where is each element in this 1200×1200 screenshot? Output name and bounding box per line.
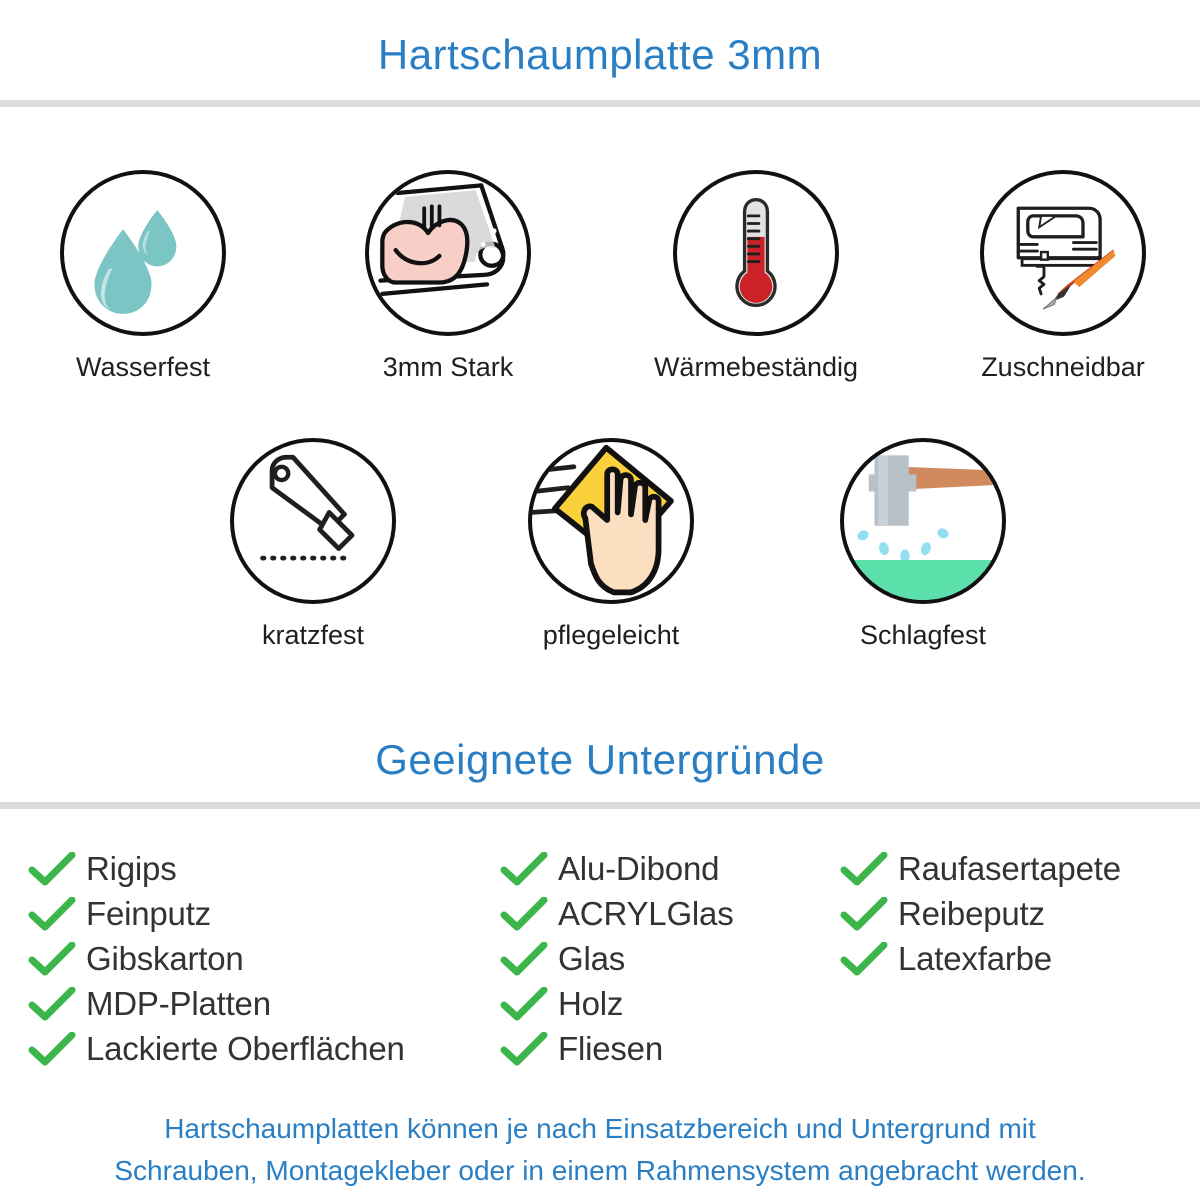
- green-checkmark-icon: [500, 852, 548, 886]
- list-item: Reibeputz: [840, 893, 1121, 935]
- substrate-label: Alu-Dibond: [558, 850, 720, 887]
- feature-label: Wärmebeständig: [653, 352, 859, 382]
- list-item: Lackierte Oberflächen: [28, 1028, 405, 1070]
- feature-icon-circle: [980, 170, 1146, 336]
- divider-top: [0, 100, 1200, 107]
- substrate-label: Feinputz: [86, 895, 211, 932]
- water-drops-icon: [64, 174, 222, 332]
- cutter-knife-scratch-icon: [234, 442, 392, 600]
- hand-cleaning-cloth-icon: [532, 442, 690, 600]
- divider-mid: [0, 802, 1200, 809]
- substrate-column-2: Alu-Dibond ACRYLGlas Glas Holz Fliesen: [500, 848, 734, 1070]
- green-checkmark-icon: [500, 942, 548, 976]
- list-item: Rigips: [28, 848, 405, 890]
- footer-note: Hartschaumplatten können je nach Einsatz…: [0, 1108, 1200, 1192]
- feature-label: pflegeleicht: [542, 620, 680, 650]
- green-checkmark-icon: [500, 1032, 548, 1066]
- feature-zuschneidbar: Zuschneidbar: [948, 170, 1178, 383]
- green-checkmark-icon: [28, 1032, 76, 1066]
- substrate-label: Reibeputz: [898, 895, 1045, 932]
- substrate-label: Gibskarton: [86, 940, 244, 977]
- green-checkmark-icon: [28, 942, 76, 976]
- thermometer-icon: [677, 174, 835, 332]
- green-checkmark-icon: [28, 897, 76, 931]
- list-item: Alu-Dibond: [500, 848, 734, 890]
- substrate-label: Raufasertapete: [898, 850, 1121, 887]
- feature-label: Wasserfest: [75, 352, 211, 382]
- page-title: Hartschaumplatte 3mm: [377, 31, 823, 78]
- feature-label: kratzfest: [261, 620, 365, 650]
- green-checkmark-icon: [500, 987, 548, 1021]
- substrate-label: ACRYLGlas: [558, 895, 734, 932]
- substrate-label: MDP-Platten: [86, 985, 271, 1022]
- green-checkmark-icon: [500, 897, 548, 931]
- feature-pflegeleicht: pflegeleicht: [496, 438, 726, 651]
- feature-icon-circle: [673, 170, 839, 336]
- substrate-label: Glas: [558, 940, 626, 977]
- list-item: Latexfarbe: [840, 938, 1121, 980]
- feature-icon-circle: [365, 170, 531, 336]
- feature-waermebestaendig: Wärmebeständig: [641, 170, 871, 383]
- green-checkmark-icon: [840, 897, 888, 931]
- footer-note-line1: Hartschaumplatten können je nach Einsatz…: [164, 1113, 1036, 1144]
- feature-icon-circle: [60, 170, 226, 336]
- green-checkmark-icon: [28, 987, 76, 1021]
- substrate-label: Latexfarbe: [898, 940, 1052, 977]
- feature-label: Schlagfest: [859, 620, 987, 650]
- feature-kratzfest: kratzfest: [198, 438, 428, 651]
- footer-note-line2: Schrauben, Montagekleber oder in einem R…: [114, 1155, 1086, 1186]
- list-item: Feinputz: [28, 893, 405, 935]
- feature-icon-circle: [528, 438, 694, 604]
- list-item: Fliesen: [500, 1028, 734, 1070]
- substrate-label: Rigips: [86, 850, 177, 887]
- feature-icon-circle: [840, 438, 1006, 604]
- substrate-label: Holz: [558, 985, 624, 1022]
- list-item: Holz: [500, 983, 734, 1025]
- hammer-impact-icon: [844, 442, 1002, 600]
- list-item: ACRYLGlas: [500, 893, 734, 935]
- green-checkmark-icon: [840, 852, 888, 886]
- feature-schlagfest: Schlagfest: [808, 438, 1038, 651]
- jigsaw-cutter-icon: [984, 174, 1142, 332]
- substrate-label: Fliesen: [558, 1030, 663, 1067]
- substrate-column-3: Raufasertapete Reibeputz Latexfarbe: [840, 848, 1121, 980]
- feature-label: Zuschneidbar: [981, 352, 1145, 382]
- feature-wasserfest: Wasserfest: [28, 170, 258, 383]
- list-item: Raufasertapete: [840, 848, 1121, 890]
- list-item: Gibskarton: [28, 938, 405, 980]
- section-title-substrates: Geeignete Untergründe: [375, 736, 825, 783]
- list-item: MDP-Platten: [28, 983, 405, 1025]
- substrate-label: Lackierte Oberflächen: [86, 1030, 405, 1067]
- green-checkmark-icon: [840, 942, 888, 976]
- feature-3mm-stark: 3mm Stark: [333, 170, 563, 383]
- substrate-column-1: Rigips Feinputz Gibskarton MDP-Platten L…: [28, 848, 405, 1070]
- feature-label: 3mm Stark: [382, 352, 514, 382]
- green-checkmark-icon: [28, 852, 76, 886]
- list-item: Glas: [500, 938, 734, 980]
- feature-icon-circle: [230, 438, 396, 604]
- flexing-muscle-icon: [369, 174, 527, 332]
